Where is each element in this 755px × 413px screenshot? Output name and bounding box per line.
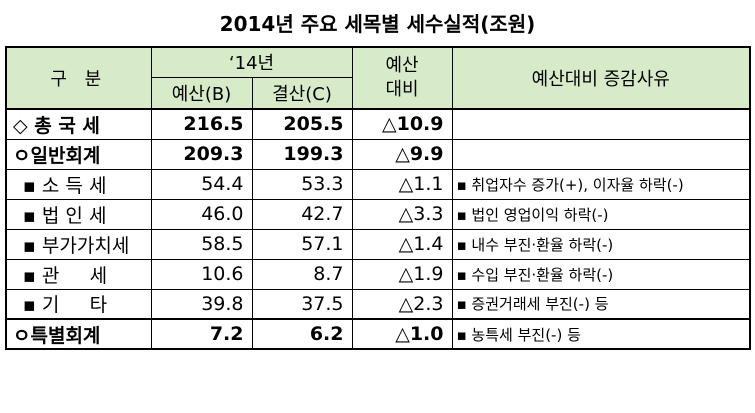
row-reason bbox=[451, 138, 751, 170]
tax-revenue-table: 구 분 ‘14년 예산 대비 예산대비 증감사유 예산(B) 결산(C) ◇ 총… bbox=[5, 46, 751, 350]
table-row: ▪ 기 타 39.8 37.5 △2.3 ▪ 증권거래세 부진(-) 등 bbox=[5, 288, 751, 320]
header-year: ‘14년 bbox=[150, 46, 353, 78]
row-category: ▪ 부가가치세 bbox=[5, 228, 152, 260]
row-reason bbox=[451, 108, 751, 140]
row-diff: △1.0 bbox=[351, 318, 453, 350]
row-budget: 58.5 bbox=[150, 228, 253, 260]
row-diff: △1.9 bbox=[351, 258, 453, 290]
row-diff: △2.3 bbox=[351, 288, 453, 320]
table-row: ▪ 법 인 세 46.0 42.7 △3.3 ▪ 법인 영업이익 하락(-) bbox=[5, 198, 751, 230]
row-category: ▪ 관 세 bbox=[5, 258, 152, 290]
row-category: ▪ 법 인 세 bbox=[5, 198, 152, 230]
row-settlement: 42.7 bbox=[251, 198, 353, 230]
row-reason: ▪ 증권거래세 부진(-) 등 bbox=[451, 288, 751, 320]
row-category: ◇ 총 국 세 bbox=[5, 108, 152, 140]
row-settlement: 37.5 bbox=[251, 288, 353, 320]
row-category: ▪ 기 타 bbox=[5, 288, 152, 320]
row-reason: ▪ 취업자수 증가(+), 이자율 하락(-) bbox=[451, 168, 751, 200]
header-vs-budget-text: 예산 대비 bbox=[385, 55, 419, 100]
row-budget: 10.6 bbox=[150, 258, 253, 290]
row-settlement: 53.3 bbox=[251, 168, 353, 200]
table-title: 2014년 주요 세목별 세수실적(조원) bbox=[219, 12, 536, 36]
header-settlement: 결산(C) bbox=[251, 76, 353, 110]
table-row: ㅇ일반회계 209.3 199.3 △9.9 bbox=[5, 138, 751, 170]
row-category: ▪ 소 득 세 bbox=[5, 168, 152, 200]
row-category: ㅇ특별회계 bbox=[5, 318, 152, 350]
row-category: ㅇ일반회계 bbox=[5, 138, 152, 170]
row-reason: ▪ 수입 부진·환율 하락(-) bbox=[451, 258, 751, 290]
row-diff: △1.1 bbox=[351, 168, 453, 200]
row-settlement: 205.5 bbox=[251, 108, 353, 140]
table-row: ▪ 소 득 세 54.4 53.3 △1.1 ▪ 취업자수 증가(+), 이자율… bbox=[5, 168, 751, 200]
row-diff: △9.9 bbox=[351, 138, 453, 170]
header-reason: 예산대비 증감사유 bbox=[451, 46, 751, 110]
table-row: ▪ 관 세 10.6 8.7 △1.9 ▪ 수입 부진·환율 하락(-) bbox=[5, 258, 751, 290]
row-settlement: 199.3 bbox=[251, 138, 353, 170]
row-diff: △1.4 bbox=[351, 228, 453, 260]
table-row: ▪ 부가가치세 58.5 57.1 △1.4 ▪ 내수 부진·환율 하락(-) bbox=[5, 228, 751, 260]
row-budget: 209.3 bbox=[150, 138, 253, 170]
row-budget: 216.5 bbox=[150, 108, 253, 140]
row-reason: ▪ 법인 영업이익 하락(-) bbox=[451, 198, 751, 230]
row-settlement: 57.1 bbox=[251, 228, 353, 260]
row-budget: 54.4 bbox=[150, 168, 253, 200]
row-reason: ▪ 내수 부진·환율 하락(-) bbox=[451, 228, 751, 260]
row-reason: ▪ 농특세 부진(-) 등 bbox=[451, 318, 751, 350]
row-diff: △3.3 bbox=[351, 198, 453, 230]
row-diff: △10.9 bbox=[351, 108, 453, 140]
row-budget: 39.8 bbox=[150, 288, 253, 320]
row-budget: 7.2 bbox=[150, 318, 253, 350]
row-budget: 46.0 bbox=[150, 198, 253, 230]
row-settlement: 6.2 bbox=[251, 318, 353, 350]
table-row: ◇ 총 국 세 216.5 205.5 △10.9 bbox=[5, 108, 751, 140]
header-budget: 예산(B) bbox=[150, 76, 253, 110]
header-vs-budget: 예산 대비 bbox=[351, 46, 453, 110]
table-row: ㅇ특별회계 7.2 6.2 △1.0 ▪ 농특세 부진(-) 등 bbox=[5, 318, 751, 350]
header-category: 구 분 bbox=[5, 46, 152, 110]
row-settlement: 8.7 bbox=[251, 258, 353, 290]
